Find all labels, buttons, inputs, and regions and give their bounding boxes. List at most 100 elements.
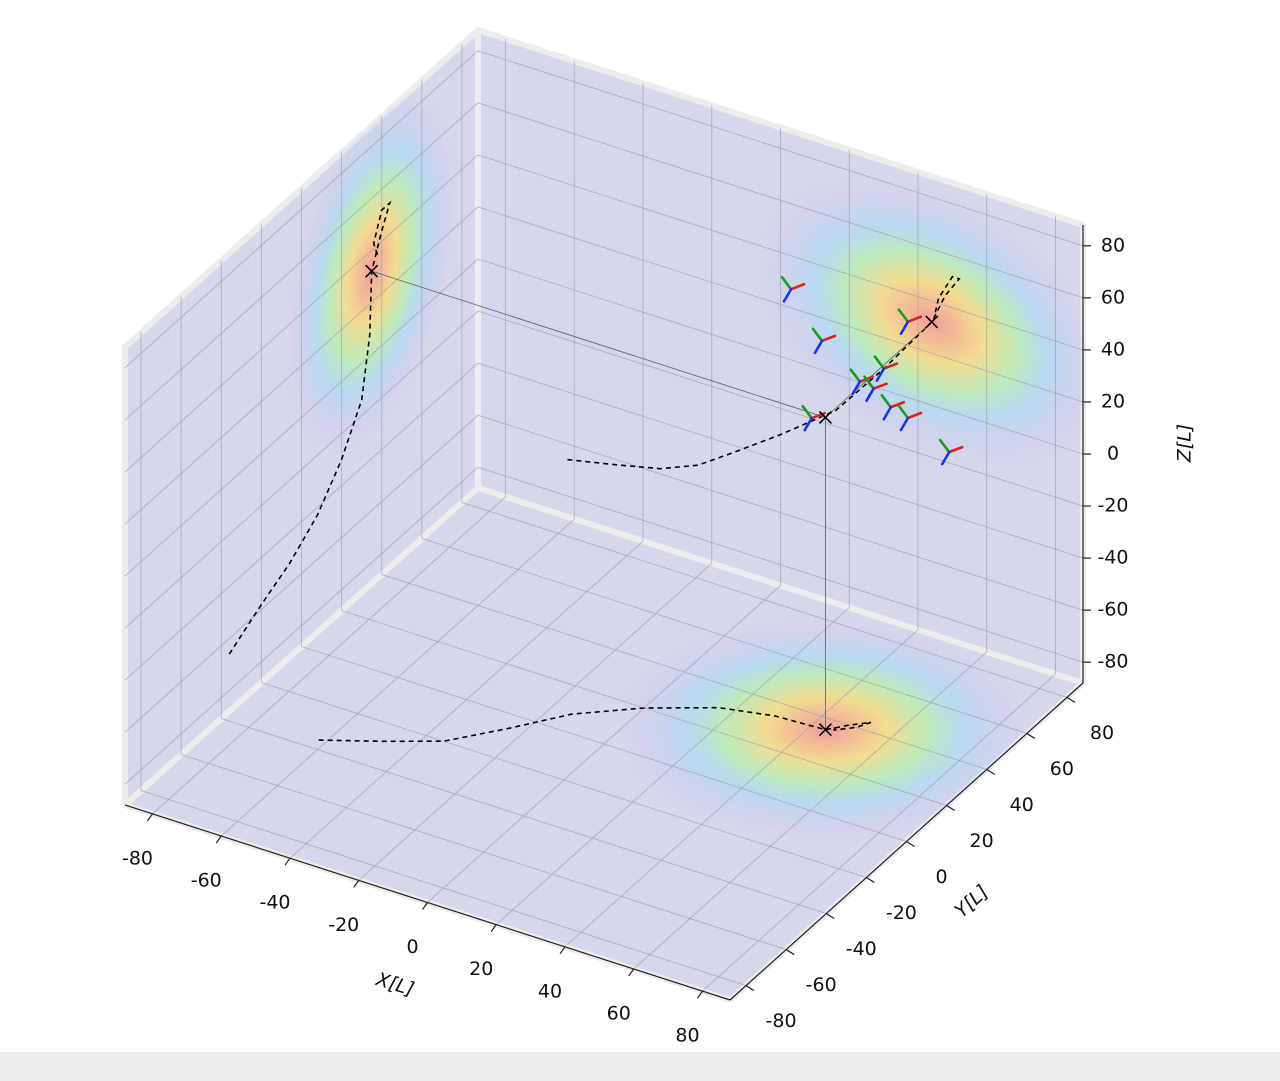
y-tick-label: -20 <box>886 902 917 924</box>
x-tick-label: -80 <box>122 847 153 869</box>
frame-axis <box>851 380 862 395</box>
orientation-frame <box>880 393 906 421</box>
tick-mark <box>866 877 875 884</box>
grid-line <box>124 206 479 525</box>
grid-line <box>124 466 479 785</box>
orientation-frame <box>780 275 806 303</box>
frame-axis <box>875 367 886 382</box>
x-axis-label: X[L] <box>373 968 417 1001</box>
x-tick-label: 20 <box>469 958 493 980</box>
grid-line <box>477 258 1084 455</box>
frame-axis <box>801 404 813 420</box>
grid-line <box>421 538 1027 734</box>
marker-projection <box>365 264 379 278</box>
frame-axis <box>947 445 964 454</box>
frame-axis <box>906 411 923 420</box>
trajectory-back-projection <box>567 275 961 470</box>
tick-mark <box>215 835 222 844</box>
z-tick-label: -60 <box>1097 599 1128 621</box>
frame-axis <box>803 416 813 432</box>
frame-axis <box>880 393 893 409</box>
orientation-frame <box>811 327 837 355</box>
x-tick-label: 80 <box>675 1025 699 1047</box>
y-tick-label: 0 <box>935 866 947 888</box>
marker-stroke <box>365 264 379 278</box>
frame-axis <box>820 334 837 343</box>
frame-axis <box>782 287 793 303</box>
marker-stroke <box>925 315 939 329</box>
trajectory-floor-projection <box>318 706 872 743</box>
grid-line <box>140 790 747 987</box>
x-tick-label: -40 <box>259 892 290 914</box>
y-axis-label: Y[L] <box>951 881 993 922</box>
frame-axis <box>889 400 906 409</box>
tick-mark <box>785 949 795 956</box>
trajectory-left-projection <box>228 200 392 655</box>
z-tick-label: 80 <box>1101 234 1125 256</box>
grid-line <box>477 466 1084 663</box>
tick-mark <box>697 990 703 999</box>
frame-axis <box>811 327 824 343</box>
grid-line <box>477 102 1084 299</box>
tick-mark <box>946 804 955 811</box>
tick-mark <box>745 985 755 992</box>
z-tick-label: 20 <box>1101 390 1125 412</box>
grid-line <box>124 414 479 733</box>
tick-mark <box>906 840 915 848</box>
marker-projection <box>818 723 833 737</box>
grid-line <box>477 50 1084 247</box>
z-tick-label: -40 <box>1097 547 1128 569</box>
grid-line <box>124 362 479 681</box>
y-tick-label: 80 <box>1090 722 1114 744</box>
grid-line <box>124 154 479 473</box>
tick-mark <box>284 857 291 866</box>
tick-mark <box>825 913 835 920</box>
marker-stroke <box>818 410 833 425</box>
grid-line <box>477 310 1084 507</box>
tick-mark <box>147 813 153 822</box>
frame-axis <box>780 275 793 291</box>
orientation-frame <box>873 355 899 382</box>
orientation-frame <box>938 438 964 466</box>
frame-axis <box>906 315 923 324</box>
grid-line <box>221 718 827 914</box>
frame-axis <box>899 416 910 432</box>
grid-line <box>261 682 867 878</box>
grid-line <box>181 754 787 950</box>
projection-line <box>371 270 826 418</box>
frame-axis <box>813 339 824 355</box>
tick-mark <box>628 968 635 977</box>
y-tick-label: 20 <box>970 830 994 852</box>
frame-axis <box>863 375 875 391</box>
grid-line <box>124 102 479 421</box>
frame-axis <box>897 404 910 420</box>
y-tick-label: 60 <box>1050 758 1074 780</box>
x-tick-label: 0 <box>406 936 418 958</box>
grid-line <box>477 206 1084 403</box>
frame-axis <box>882 405 893 421</box>
x-tick-label: 40 <box>538 980 562 1002</box>
frame-axis <box>873 355 886 370</box>
grid-line <box>477 362 1084 559</box>
x-tick-label: -60 <box>191 870 222 892</box>
y-tick-label: -60 <box>806 974 837 996</box>
z-tick-label: -80 <box>1097 651 1128 673</box>
z-tick-label: 60 <box>1101 286 1125 308</box>
window-bottom-bar <box>0 1052 1280 1081</box>
marker-stroke <box>818 723 833 737</box>
x-tick-label: 60 <box>607 1002 631 1024</box>
frame-axis <box>899 320 910 336</box>
marker <box>818 410 833 425</box>
grid-line <box>381 574 987 770</box>
tick-mark <box>490 924 497 933</box>
frame-axis <box>865 387 875 403</box>
z-tick-label: -20 <box>1097 495 1128 517</box>
frame-axis <box>872 382 888 391</box>
z-axis-label: Z[L] <box>1174 424 1196 463</box>
frame-axis <box>882 362 899 370</box>
tick-mark <box>353 879 360 888</box>
tick-mark <box>1026 732 1036 739</box>
grid-line <box>124 50 479 369</box>
grid-line <box>477 154 1084 351</box>
